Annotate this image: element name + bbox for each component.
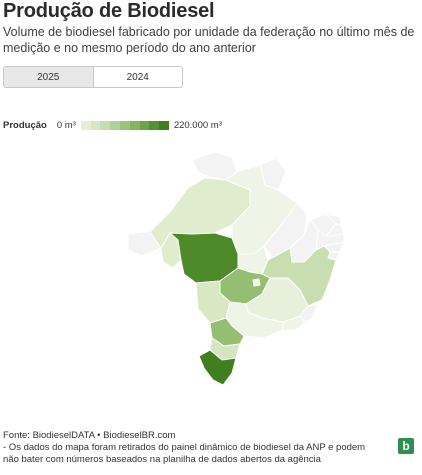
color-legend: Produção 0 m³ 220.000 m³ bbox=[3, 118, 222, 132]
brazil-map bbox=[127, 151, 345, 386]
chart-subtitle: Volume de biodiesel fabricado por unidad… bbox=[3, 25, 415, 55]
state-RR[interactable] bbox=[191, 151, 238, 181]
legend-max: 220.000 m³ bbox=[173, 119, 222, 131]
chart-title: Produção de Biodiesel bbox=[3, 0, 215, 22]
legend-label: Produção bbox=[3, 119, 47, 131]
year-tabs: 2025 2024 bbox=[3, 66, 183, 88]
state-DF[interactable] bbox=[252, 278, 261, 287]
biodieselbr-logo: b bbox=[398, 438, 414, 454]
footer-note-1: - Os dados do mapa foram retirados do pa… bbox=[3, 442, 366, 453]
legend-gradient bbox=[80, 120, 169, 130]
footer-note-2: não bater com números baseados na planil… bbox=[3, 454, 321, 465]
footer-source: Fonte: BiodieselDATA • BiodieselBR.com bbox=[3, 430, 176, 441]
state-RS[interactable] bbox=[198, 349, 237, 386]
tab-2024[interactable]: 2024 bbox=[126, 71, 149, 83]
legend-min: 0 m³ bbox=[56, 119, 76, 131]
tab-2025[interactable]: 2025 bbox=[4, 67, 94, 87]
state-AC[interactable] bbox=[127, 230, 162, 257]
footer: Fonte: BiodieselDATA • BiodieselBR.com -… bbox=[3, 430, 393, 466]
